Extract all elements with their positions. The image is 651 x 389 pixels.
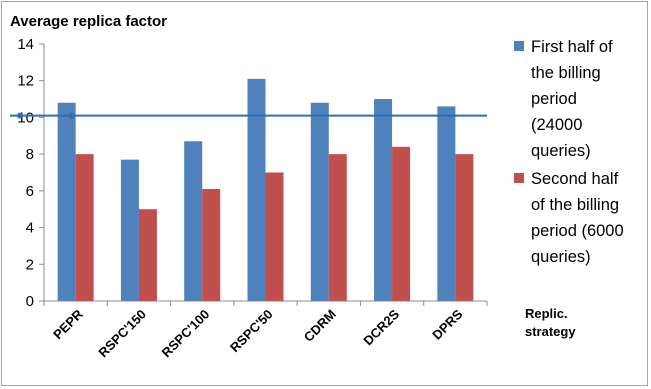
y-tick-label: 12 — [17, 73, 34, 90]
bar-first-half-cdrm — [310, 102, 329, 301]
legend-line: Second half — [531, 170, 619, 188]
x-axis-title-line: strategy — [525, 324, 576, 339]
legend-line: (24000 — [531, 116, 582, 134]
x-tick-label: DPRS — [429, 306, 465, 342]
legend-line: queries) — [531, 142, 591, 160]
category-labels: PEPR RSPC'150 RSPC'100 RSPC'50 CDRM DCR2S DPRS — [50, 306, 466, 360]
reference-line-group — [10, 112, 487, 119]
legend-swatch-first-half — [514, 41, 524, 51]
bar-first-half-rspc-100 — [184, 141, 203, 301]
reference-line-marker — [17, 112, 23, 119]
x-axis-title-line: Replic. — [525, 306, 568, 321]
legend-line: First half of — [531, 38, 613, 56]
x-axis-title: Replic. strategy — [525, 306, 576, 339]
legend-line: the billing — [531, 64, 601, 82]
bar-second-half-pepr — [75, 154, 94, 301]
x-tick-label: RSPC'100 — [159, 307, 213, 361]
bar-second-half-rspc-150 — [138, 209, 157, 301]
y-tick-label: 4 — [26, 220, 34, 237]
reference-line-marker — [68, 112, 75, 119]
legend-line: period — [531, 90, 577, 108]
bar-first-half-dprs — [437, 106, 456, 302]
bar-second-half-cdrm — [328, 154, 347, 301]
y-tick-label: 0 — [26, 293, 34, 310]
bar-first-half-rspc-50 — [247, 78, 266, 301]
bar-second-half-dcr2s — [392, 146, 411, 301]
legend-line: period (6000 — [531, 222, 624, 240]
y-tick-label: 14 — [17, 36, 34, 53]
legend-line: queries) — [531, 248, 591, 266]
y-tick-label: 6 — [26, 183, 34, 200]
x-tick-label: DCR2S — [360, 306, 402, 348]
bar-first-half-dcr2s — [374, 99, 393, 301]
y-tick-label: 2 — [26, 256, 34, 273]
x-axis — [43, 300, 488, 306]
x-tick-label: RSPC'50 — [227, 307, 276, 356]
x-tick-label: RSPC'150 — [95, 307, 149, 361]
legend-line: of the billing — [531, 196, 619, 214]
x-tick-label: PEPR — [50, 306, 86, 342]
x-tick-label: CDRM — [301, 307, 339, 345]
bar-second-half-rspc-50 — [265, 172, 284, 301]
legend-label-first-half: First half of the billing period (24000 quer… — [531, 38, 613, 160]
legend-label-second-half: Second half of the billing period (6000 que… — [531, 170, 624, 266]
chart-title: Average replica factor — [10, 13, 167, 30]
legend: First half of the billing period (24000 quer… — [514, 38, 624, 266]
bar-second-half-rspc-100 — [202, 189, 221, 301]
bar-second-half-dprs — [455, 154, 474, 301]
y-tick-label: 8 — [26, 146, 34, 163]
legend-swatch-second-half — [514, 173, 524, 183]
bar-first-half-pepr — [57, 102, 76, 301]
bar-group — [57, 78, 474, 302]
bar-first-half-rspc-150 — [120, 159, 139, 301]
